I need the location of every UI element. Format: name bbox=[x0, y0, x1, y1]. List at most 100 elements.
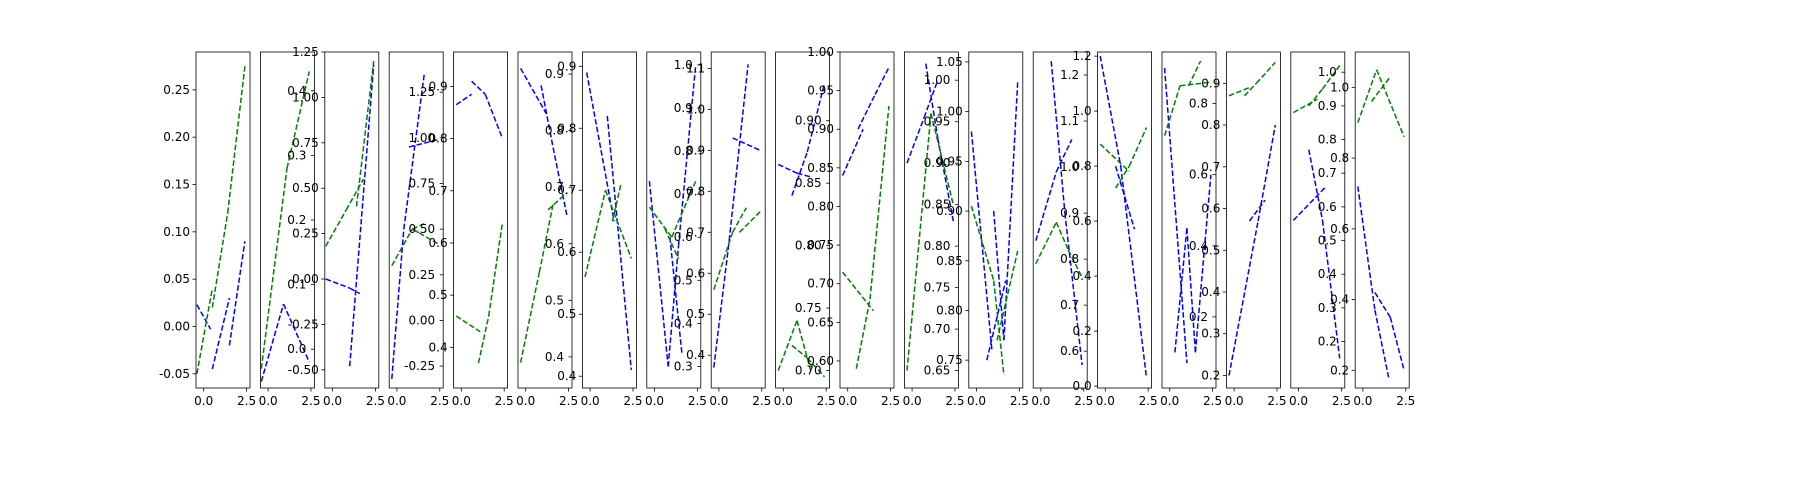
y-tick-label: 0.60 bbox=[807, 354, 834, 368]
axes-frame bbox=[839, 51, 895, 389]
series-green-segment bbox=[1128, 127, 1148, 167]
y-tick-label: 0.2 bbox=[1330, 363, 1349, 377]
series-blue-segment bbox=[1050, 61, 1066, 214]
y-tick-label: 0.3 bbox=[287, 148, 306, 162]
y-tick-label: 0.8 bbox=[1189, 97, 1208, 111]
x-tick-label: 0.0 bbox=[387, 394, 406, 408]
axes-frame bbox=[453, 51, 509, 389]
series-blue-segment bbox=[585, 72, 615, 222]
y-tick-label: 0.8 bbox=[674, 144, 693, 158]
y-tick-label: 0.6 bbox=[557, 245, 576, 259]
y-tick-label: 0.90 bbox=[936, 204, 963, 218]
series-green-segment bbox=[796, 320, 812, 371]
series-blue-segment bbox=[1357, 186, 1376, 311]
y-tick-label: 1.00 bbox=[292, 90, 319, 104]
series-green-segment bbox=[391, 228, 413, 267]
y-tick-label: 0.0 bbox=[1073, 379, 1092, 393]
y-tick-label: 0.8 bbox=[1060, 252, 1079, 266]
y-tick-label: 0.70 bbox=[795, 364, 822, 378]
x-tick-label: 0.0 bbox=[1353, 394, 1372, 408]
series-green-segment bbox=[1187, 60, 1202, 87]
series-blue-segment bbox=[196, 304, 212, 330]
x-tick-label: 0.0 bbox=[323, 394, 342, 408]
series-green-segment bbox=[869, 106, 890, 300]
series-blue-segment bbox=[1194, 174, 1212, 353]
series-green-segment bbox=[1255, 61, 1276, 84]
series-blue-segment bbox=[906, 117, 925, 164]
axes-frame bbox=[324, 51, 380, 389]
series-blue-segment bbox=[874, 67, 890, 95]
y-tick-label: 0.8 bbox=[545, 124, 564, 138]
series-green-segment bbox=[611, 183, 622, 222]
series-green-segment bbox=[1357, 69, 1378, 123]
subplot-15: 0.00.20.40.60.81.01.20.0 2.5 bbox=[1073, 49, 1158, 408]
y-tick-label: 0.00 bbox=[292, 272, 319, 286]
y-tick-label: 0.6 bbox=[1073, 214, 1092, 228]
x-tick-label: 2.5 bbox=[495, 394, 514, 408]
series-green-segment bbox=[664, 228, 680, 260]
y-tick-label: 0.4 bbox=[1330, 293, 1349, 307]
y-tick-label: 0.4 bbox=[674, 316, 693, 330]
series-blue-segment bbox=[841, 128, 864, 176]
axes-frame bbox=[1290, 51, 1346, 389]
series-blue-segment bbox=[1228, 220, 1259, 376]
series-green-segment bbox=[648, 206, 673, 238]
axes-frame bbox=[195, 51, 251, 389]
series-blue-segment bbox=[606, 115, 633, 371]
axes-frame bbox=[968, 51, 1024, 389]
x-tick-label: 2.5 bbox=[945, 394, 964, 408]
y-tick-label: 0.8 bbox=[1201, 118, 1220, 132]
y-tick-label: 0.5 bbox=[686, 307, 705, 321]
series-blue-segment bbox=[1064, 213, 1083, 366]
x-tick-label: 0.0 bbox=[1031, 394, 1050, 408]
subplot-13: 0.750.800.850.900.951.001.050.0 2.5 bbox=[936, 51, 1029, 408]
y-tick-label: 0.2 bbox=[1073, 324, 1092, 338]
subplot-11: 0.600.650.700.750.800.850.900.951.000.0 2… bbox=[807, 45, 900, 408]
series-blue-segment bbox=[403, 73, 426, 230]
y-tick-label: 0.90 bbox=[924, 156, 951, 170]
axes-frame bbox=[1354, 51, 1410, 389]
y-tick-label: 0.2 bbox=[1318, 335, 1337, 349]
y-tick-label: 1.00 bbox=[924, 73, 951, 87]
axes-frame bbox=[517, 51, 573, 389]
y-tick-label: 0.4 bbox=[1318, 267, 1337, 281]
series-blue-segment bbox=[806, 83, 826, 153]
series-blue-segment bbox=[1174, 227, 1188, 353]
y-tick-label: 0.85 bbox=[807, 161, 834, 175]
y-tick-label: 1.0 bbox=[686, 102, 705, 116]
series-blue-segment bbox=[282, 303, 310, 363]
series-blue-segment bbox=[992, 211, 1005, 341]
x-tick-label: 2.5 bbox=[1267, 394, 1286, 408]
series-green-segment bbox=[487, 221, 504, 317]
axes-frame bbox=[582, 51, 637, 389]
series-green-segment bbox=[547, 192, 568, 211]
subplot-8: 0.30.40.50.60.70.80.91.00.0 2.5 bbox=[645, 51, 707, 408]
subplot-16: 0.2 0.4 0.6 0.8 0.0 2.5 bbox=[1160, 51, 1222, 408]
series-blue-segment bbox=[348, 64, 375, 367]
series-blue-segment bbox=[1374, 292, 1391, 318]
y-tick-label: 0.6 bbox=[1189, 168, 1208, 182]
series-green-segment bbox=[906, 113, 932, 371]
y-tick-label: 0.9 bbox=[686, 143, 705, 157]
y-tick-label: 0.80 bbox=[807, 199, 834, 213]
series-blue-segment bbox=[228, 241, 246, 346]
subplot-5: 0.40.50.60.70.80.90.0 2.5 bbox=[429, 51, 514, 408]
y-tick-label: 0.7 bbox=[429, 184, 448, 198]
y-tick-label: 0.2 bbox=[1201, 368, 1220, 382]
series-green-segment bbox=[731, 207, 747, 233]
axes-frame bbox=[775, 51, 830, 389]
y-tick-label: 1.1 bbox=[1060, 114, 1079, 128]
y-tick-label: 1.05 bbox=[936, 55, 963, 69]
series-blue-segment bbox=[669, 237, 683, 354]
y-tick-label: 0.50 bbox=[292, 181, 319, 195]
series-green-segment bbox=[260, 168, 288, 369]
y-tick-label: 0.6 bbox=[545, 237, 564, 251]
series-green-segment bbox=[1099, 143, 1130, 173]
x-tick-label: 0.0 bbox=[452, 394, 471, 408]
y-tick-label: 1.2 bbox=[1073, 49, 1092, 63]
axes-frame bbox=[904, 51, 959, 389]
y-tick-label: 0.9 bbox=[545, 67, 564, 81]
series-blue-segment bbox=[1186, 227, 1197, 353]
y-tick-label: 0.50 bbox=[408, 222, 435, 236]
